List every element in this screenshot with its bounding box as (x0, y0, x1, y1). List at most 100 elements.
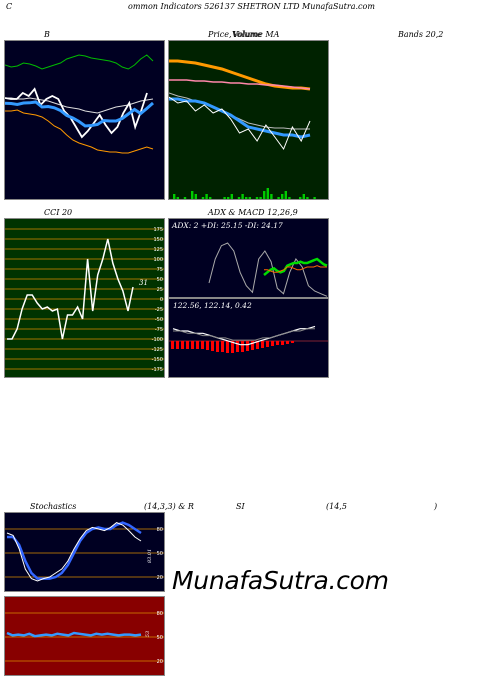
y-tick-label: 75 (157, 267, 163, 273)
rsi-chart: 80 50 20 (5, 611, 164, 665)
volume-bar (201, 197, 205, 199)
page-title: ommon Indicators 526137 SHETRON LTD Muna… (128, 2, 375, 11)
y-tick-label: -25 (155, 307, 163, 313)
macd-hist-bar (201, 341, 204, 349)
y-tick-label: -100 (152, 337, 163, 343)
rsi-panel: 80 50 20 53 (4, 596, 165, 676)
y-tick-label: -50 (155, 317, 163, 323)
adx-chart (208, 242, 328, 297)
header-c: C (6, 2, 13, 11)
price-title-c: Volume MA (233, 30, 280, 39)
volume-bar (176, 197, 179, 199)
volume-bar (191, 191, 194, 199)
macd-hist-bar (291, 341, 294, 343)
stoch-panel: 80 50 20 83.01 (4, 512, 165, 592)
cci-line (7, 238, 134, 340)
volume-bar (259, 197, 262, 199)
bollinger-panel (4, 40, 165, 200)
y-tick-label: 20 (157, 659, 163, 665)
macd-hist-bar (246, 341, 249, 351)
y-tick-label: 0 (160, 297, 163, 303)
y-tick-label: -125 (152, 347, 163, 353)
bb-upper (5, 54, 154, 70)
stoch-title-mid: (14,3,3) & R (144, 502, 194, 511)
y-tick-label: 50 (157, 635, 163, 641)
pv-ma-orange (169, 59, 311, 91)
adx-gray (208, 242, 328, 297)
volume-bar (288, 197, 291, 199)
macd-panel: 122.56, 122.14, 0.42 (168, 298, 329, 378)
cci-panel: 175 150 125 100 75 50 25 0 -25 -50 -75 -100 -125 -150… (4, 218, 165, 378)
volume-bar (263, 191, 266, 199)
y-tick-label: 80 (157, 527, 163, 533)
adx-values: ADX: 2 +DI: 25.15 -DI: 24.17 (172, 221, 283, 230)
y-tick-label: 125 (153, 247, 163, 253)
macd-hist-bar (171, 341, 174, 349)
volume-bar (313, 197, 316, 199)
price-title-a: Price, (208, 30, 232, 39)
macd-hist-bar (211, 341, 214, 351)
volume-bar (248, 197, 251, 199)
macd-hist-bar (191, 341, 194, 349)
y-tick-label: -75 (155, 327, 163, 333)
volume-bar (194, 194, 197, 199)
y-tick-label: 175 (153, 227, 163, 233)
cci-value: 31 (139, 279, 148, 287)
y-tick-label: 150 (153, 237, 163, 243)
macd-hist-bar (256, 341, 259, 349)
pv-ma-blue (169, 97, 311, 139)
macd-hist-bar (221, 341, 224, 352)
macd-hist-bar (231, 341, 234, 353)
bands-title: Bands 20,2 (398, 30, 444, 39)
macd-hist-bar (261, 341, 264, 348)
macd-hist-bar (271, 341, 274, 346)
macd-hist-bar (266, 341, 269, 347)
pv-ma-pink (169, 79, 311, 90)
stoch-chart: 80 50 20 (5, 521, 164, 582)
volume-bar (281, 194, 284, 199)
volume-bar (245, 197, 248, 199)
volume-bar (227, 197, 230, 199)
macd-hist-bar (181, 341, 184, 349)
adx-plus-di (263, 257, 328, 276)
bb-lower (5, 109, 154, 154)
y-tick-label: -175 (152, 367, 163, 373)
volume-bar (277, 197, 280, 199)
macd-hist-bar (241, 341, 244, 352)
volume-bar (209, 197, 212, 199)
volume-bar (299, 197, 302, 199)
macd-hist-bar (236, 341, 239, 352)
stoch-d (6, 522, 142, 582)
volume-bar (230, 194, 233, 199)
macd-hist-bar (286, 341, 289, 344)
pv-ma-gray (169, 92, 310, 130)
volume-bar (284, 191, 287, 199)
macd-hist-bar (276, 341, 279, 345)
cci-chart: 175 150 125 100 75 50 25 0 -25 -50 -75 -100 -125 -150… (5, 227, 164, 373)
bb-price (5, 87, 148, 139)
volume-bar (306, 197, 309, 199)
macd-hist-bar (226, 341, 229, 353)
adx-panel: ADX: 2 +DI: 25.15 -DI: 24.17 (168, 218, 329, 298)
cci-title: CCI 20 (44, 208, 73, 217)
macd-hist-bar (186, 341, 189, 349)
y-tick-label: 25 (157, 287, 163, 293)
volume-bar (241, 194, 244, 199)
price-chart (169, 59, 316, 199)
rsi-line (6, 631, 142, 638)
bb-title: B (44, 30, 50, 39)
price-title-b: Volume (232, 30, 262, 39)
macd-hist-bar (216, 341, 219, 352)
rsi-value: 53 (145, 630, 152, 638)
volume-bar (205, 194, 208, 199)
pv-price (169, 96, 311, 151)
macd-chart (169, 325, 328, 353)
adx-macd-title: ADX & MACD 12,26,9 (208, 208, 298, 217)
volume-bar (223, 197, 226, 199)
volume-bar (266, 188, 269, 199)
macd-hist-bar (176, 341, 179, 349)
macd-values: 122.56, 122.14, 0.42 (173, 301, 252, 310)
volume-bar (237, 197, 241, 199)
stoch-k (7, 521, 142, 580)
rsi-title-params: (14,5 (326, 502, 347, 511)
